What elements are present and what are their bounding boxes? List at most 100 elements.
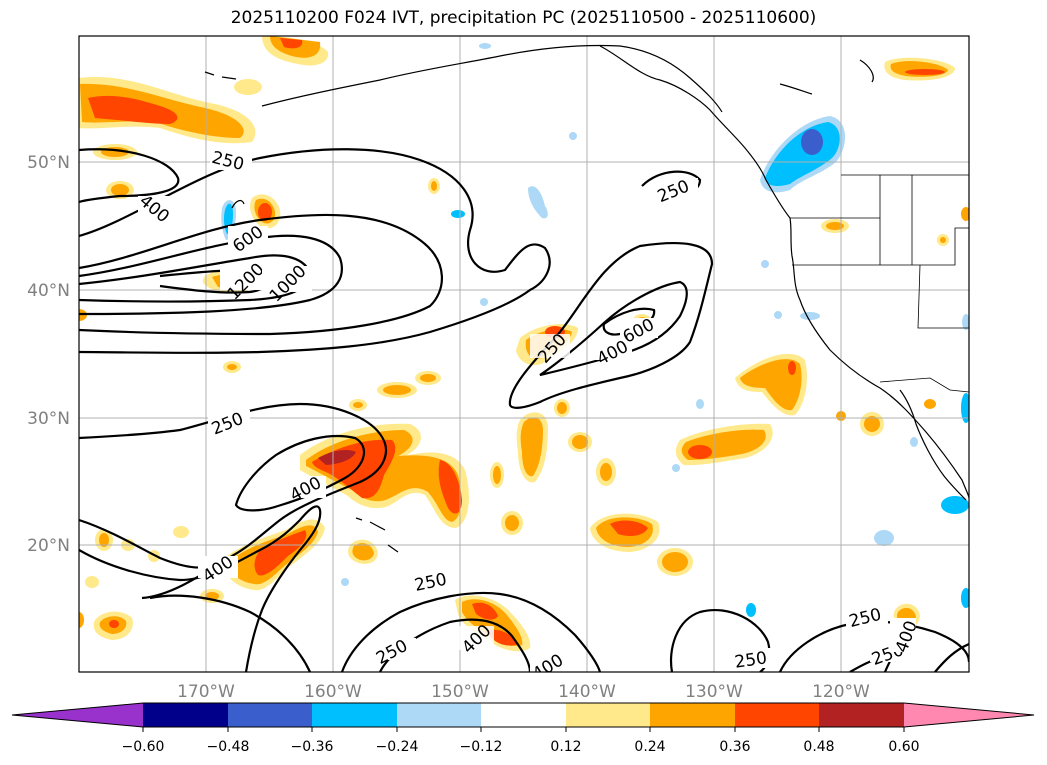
- anomaly-patch: [746, 603, 756, 617]
- colorbar-tick-label: −0.60: [122, 739, 165, 755]
- lon-label-170w: 170°W: [177, 682, 235, 702]
- anomaly-patch: [600, 463, 612, 481]
- ivt-contour-250: [934, 642, 969, 672]
- anomaly-patch: [696, 399, 704, 409]
- ivt-contour-250: [340, 591, 602, 672]
- anomaly-patch: [451, 210, 465, 218]
- anomaly-patch: [505, 515, 519, 531]
- anomaly-patch: [961, 588, 969, 608]
- contour-label: 250: [733, 648, 768, 672]
- anomaly-patch: [318, 450, 356, 465]
- anomaly-patch: [109, 620, 119, 628]
- political-borders: [790, 174, 969, 393]
- anomaly-patch: [431, 181, 437, 191]
- colorbar-bin: [397, 703, 481, 727]
- anomaly-patch: [438, 460, 462, 514]
- anomaly-patch: [961, 393, 969, 423]
- anomaly-patch: [572, 435, 588, 449]
- ivt-contour-250: [79, 148, 551, 354]
- anomaly-patch: [610, 520, 648, 536]
- map-panel: 250 250 400 600 1200 1000 250 400 600 25…: [79, 36, 969, 672]
- colorbar-tick-label: 0.12: [550, 739, 581, 755]
- anomaly-patch: [672, 464, 680, 472]
- anomaly-patch: [280, 38, 303, 49]
- colorbar-bin: [481, 703, 566, 727]
- ivt-contour-250: [79, 518, 211, 569]
- anomaly-patch: [774, 311, 782, 319]
- lon-label-120w: 120°W: [812, 682, 870, 702]
- colorbar-bin: [566, 703, 650, 727]
- anomaly-patch: [924, 399, 936, 409]
- lat-label-30n: 30°N: [27, 409, 70, 429]
- anomaly-patch: [520, 417, 543, 477]
- colorbar-tick-label: 0.24: [634, 739, 665, 755]
- anomaly-patch: [490, 629, 518, 646]
- anomaly-patch: [352, 543, 374, 561]
- colorbar-bin: [228, 703, 312, 727]
- anomaly-patch: [557, 402, 567, 414]
- colorbar: −0.60 −0.48 −0.36 −0.24 −0.12 0.12 0.24 …: [11, 702, 1035, 755]
- ivt-contours: [79, 148, 969, 672]
- anomaly-patch: [258, 203, 272, 221]
- ivt-contour-400: [79, 505, 322, 672]
- longitude-labels: 170°W 160°W 150°W 140°W 130°W 120°W: [177, 682, 870, 702]
- colorbar-tick-label: −0.36: [291, 739, 334, 755]
- lat-label-20n: 20°N: [27, 536, 70, 556]
- colorbar-extend-high: [904, 703, 1034, 727]
- anomaly-patch: [173, 526, 189, 538]
- anomaly-patch: [493, 466, 501, 484]
- colorbar-bin: [312, 703, 397, 727]
- anomaly-patch: [961, 207, 969, 221]
- colorbar-bin: [143, 703, 228, 727]
- ivt-contour-250: [149, 594, 312, 672]
- anomaly-patch: [111, 184, 129, 196]
- anomaly-patch: [88, 95, 178, 124]
- ivt-contour-600: [79, 234, 343, 316]
- anomaly-patch: [761, 260, 769, 268]
- anomaly-patch: [79, 612, 84, 628]
- anomaly-patch: [688, 445, 712, 459]
- lon-label-160w: 160°W: [304, 682, 362, 702]
- anomaly-patch: [234, 79, 262, 95]
- lon-label-130w: 130°W: [685, 682, 743, 702]
- anomaly-patch: [788, 361, 796, 375]
- anomaly-patch: [940, 237, 946, 243]
- anomaly-patch: [910, 437, 918, 447]
- ivt-contour-250: [79, 402, 388, 600]
- colorbar-tick-label: 0.48: [803, 739, 834, 755]
- anomaly-patch: [874, 530, 894, 546]
- anomaly-patch: [662, 552, 688, 572]
- anomaly-patch: [383, 385, 411, 395]
- anomaly-patch: [420, 374, 436, 382]
- anomaly-patch: [826, 222, 844, 230]
- positive-anomaly-shading: [79, 36, 969, 654]
- anomaly-patch: [472, 602, 498, 620]
- anomaly-patch: [341, 578, 349, 586]
- lon-label-140w: 140°W: [558, 682, 616, 702]
- anomaly-patch: [353, 402, 363, 408]
- anomaly-patch: [99, 533, 109, 547]
- lat-label-50n: 50°N: [27, 153, 70, 173]
- anomaly-patch: [85, 576, 99, 588]
- ivt-contour-250: [508, 241, 714, 409]
- colorbar-bin: [650, 703, 735, 727]
- colorbar-tick-label: 0.60: [888, 739, 919, 755]
- anomaly-patch: [801, 129, 823, 155]
- anomaly-patch: [864, 416, 880, 432]
- colorbar-tick-label: −0.48: [207, 739, 250, 755]
- ivt-contour-400: [234, 434, 366, 512]
- anomaly-patch: [254, 530, 307, 576]
- anomaly-patch: [227, 364, 237, 370]
- colorbar-tick-label: −0.12: [460, 739, 503, 755]
- anomaly-patch: [479, 43, 491, 49]
- coastlines: [204, 44, 969, 553]
- colorbar-bin: [735, 703, 819, 727]
- map-frame: [78, 35, 970, 673]
- lat-label-40n: 40°N: [27, 281, 70, 301]
- anomaly-patch: [941, 496, 969, 514]
- chart-title: 2025110200 F024 IVT, precipitation PC (2…: [230, 8, 817, 28]
- latitude-labels: 50°N 40°N 30°N 20°N: [27, 153, 70, 556]
- ivt-contour-250: [79, 148, 180, 204]
- colorbar-tick-label: 0.36: [719, 739, 750, 755]
